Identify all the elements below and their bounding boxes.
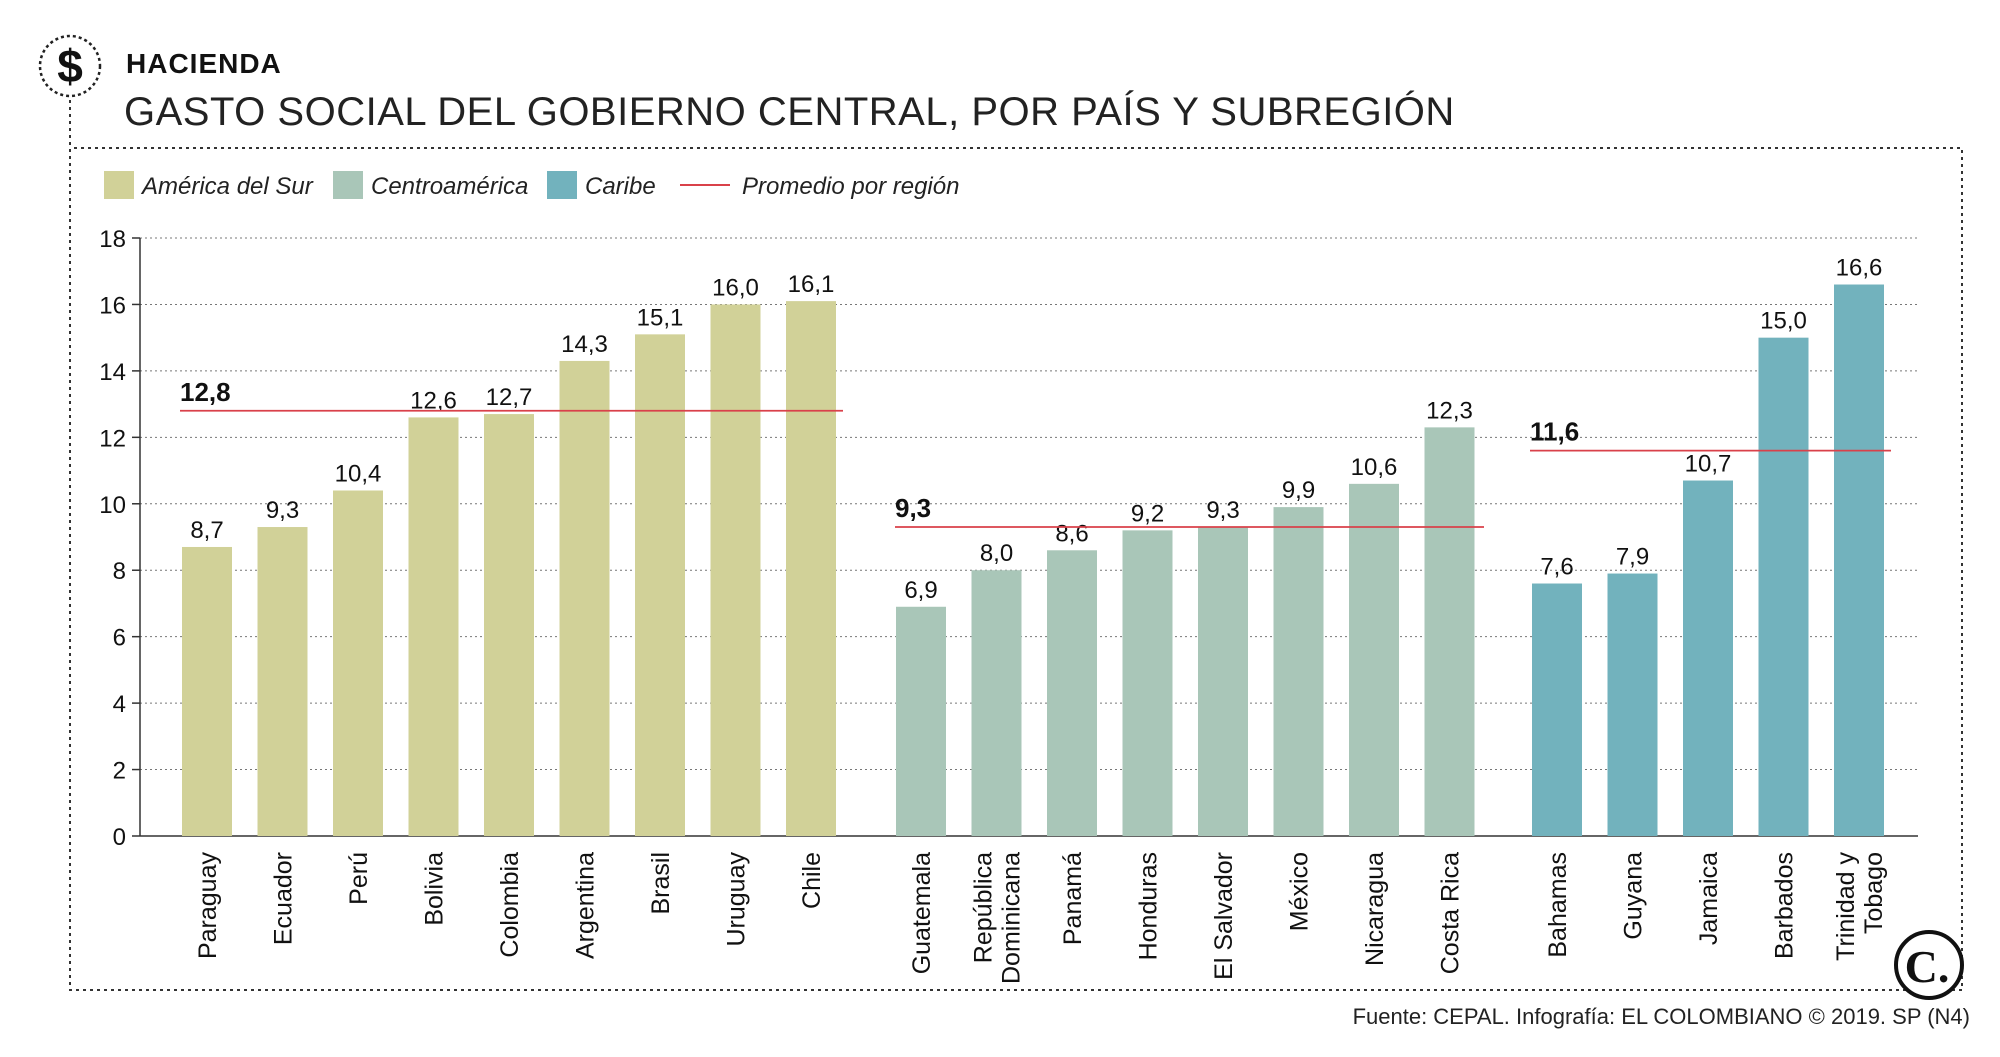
- category-label: Costa Rica: [1437, 852, 1465, 974]
- bar: [333, 490, 383, 836]
- source-note: Fuente: CEPAL. Infografía: EL COLOMBIANO…: [1352, 1004, 1970, 1029]
- bar: [1607, 573, 1658, 836]
- bar-value-label: 14,3: [561, 331, 608, 358]
- bar-value-label: 15,1: [637, 304, 684, 331]
- legend-label-promedio: Promedio por región: [742, 173, 959, 200]
- bar: [1424, 427, 1475, 836]
- bar-value-label: 9,3: [1206, 497, 1239, 524]
- category-label: Trinidad y: [1832, 852, 1860, 961]
- y-tick-label: 0: [113, 824, 126, 851]
- average-label-caribe: 11,6: [1530, 417, 1579, 447]
- bar: [1683, 480, 1733, 836]
- bar: [182, 546, 232, 836]
- bar-value-label: 9,9: [1282, 477, 1315, 504]
- bar-value-label: 7,6: [1540, 554, 1573, 581]
- bar-value-label: 16,0: [712, 274, 759, 301]
- bar: [896, 606, 946, 836]
- legend-swatch-america_del_sur: [104, 171, 134, 199]
- legend-label-centroamerica: Centroamérica: [371, 173, 528, 200]
- category-label: México: [1286, 852, 1314, 931]
- category-label: Jamaica: [1695, 852, 1723, 945]
- category-label: Bahamas: [1544, 852, 1572, 958]
- legend-label-america_del_sur: América del Sur: [140, 173, 314, 200]
- category-label: Paraguay: [194, 852, 222, 960]
- bar-value-label: 7,9: [1616, 544, 1649, 571]
- bar: [1273, 507, 1324, 836]
- legend-label-caribe: Caribe: [585, 173, 656, 200]
- category-label: Nicaragua: [1361, 852, 1389, 966]
- category-label: Uruguay: [723, 852, 751, 947]
- average-label-america_del_sur: 12,8: [180, 377, 231, 407]
- bar-value-label: 12,7: [486, 384, 533, 411]
- bar-value-label: 6,9: [904, 577, 937, 604]
- bar: [408, 417, 459, 836]
- category-label: Brasil: [647, 852, 675, 915]
- bar-value-label: 15,0: [1760, 308, 1807, 335]
- bar: [971, 570, 1022, 836]
- category-label: Honduras: [1135, 852, 1163, 960]
- bar-value-label: 16,1: [788, 271, 835, 298]
- bar-value-label: 10,7: [1685, 451, 1732, 478]
- y-tick-label: 4: [113, 691, 126, 718]
- y-tick-label: 8: [113, 558, 126, 585]
- bar-value-label: 9,3: [266, 497, 299, 524]
- category-label: Perú: [345, 852, 373, 905]
- category-label: Guatemala: [908, 852, 936, 974]
- bar: [1047, 550, 1097, 836]
- bar: [257, 527, 308, 836]
- bar: [484, 414, 534, 836]
- bar-value-label: 8,6: [1055, 520, 1088, 547]
- bar: [1122, 530, 1173, 836]
- chart-title: GASTO SOCIAL DEL GOBIERNO CENTRAL, POR P…: [124, 90, 1455, 134]
- bar-value-label: 8,0: [980, 540, 1013, 567]
- bar-value-label: 12,3: [1426, 397, 1473, 424]
- category-label: Chile: [798, 852, 826, 909]
- bar: [1349, 483, 1399, 836]
- bar: [786, 301, 836, 837]
- category-label: República: [970, 852, 998, 963]
- y-tick-label: 18: [99, 226, 126, 253]
- category-label: Dominicana: [998, 852, 1026, 984]
- category-label: Argentina: [572, 852, 600, 959]
- bar: [559, 360, 610, 836]
- bar-value-label: 10,4: [335, 460, 382, 487]
- bar: [1834, 284, 1884, 836]
- legend-swatch-centroamerica: [333, 171, 363, 199]
- y-tick-label: 12: [99, 425, 126, 452]
- category-label: El Salvador: [1210, 852, 1238, 980]
- category-label: Guyana: [1620, 852, 1648, 940]
- category-label: Ecuador: [270, 852, 298, 945]
- category-label: Bolivia: [421, 852, 449, 926]
- bar: [710, 304, 761, 836]
- y-tick-label: 6: [113, 625, 126, 652]
- bar: [1198, 527, 1248, 836]
- y-tick-label: 10: [99, 492, 126, 519]
- bar-value-label: 16,6: [1836, 255, 1883, 282]
- bar: [635, 334, 685, 836]
- y-tick-label: 2: [113, 758, 126, 785]
- category-label: Barbados: [1771, 852, 1799, 959]
- bar-value-label: 9,2: [1131, 500, 1164, 527]
- category-label: Colombia: [496, 852, 524, 958]
- average-label-centroamerica: 9,3: [895, 493, 931, 523]
- y-tick-label: 16: [99, 292, 126, 319]
- legend-swatch-caribe: [547, 171, 577, 199]
- section-label: HACIENDA: [126, 48, 282, 79]
- bar: [1758, 337, 1809, 836]
- bar-value-label: 10,6: [1351, 454, 1398, 481]
- category-label: Panamá: [1059, 852, 1087, 945]
- bar: [1532, 583, 1582, 836]
- category-label: Tobago: [1860, 852, 1888, 934]
- bar-value-label: 8,7: [190, 517, 223, 544]
- y-tick-label: 14: [99, 359, 126, 386]
